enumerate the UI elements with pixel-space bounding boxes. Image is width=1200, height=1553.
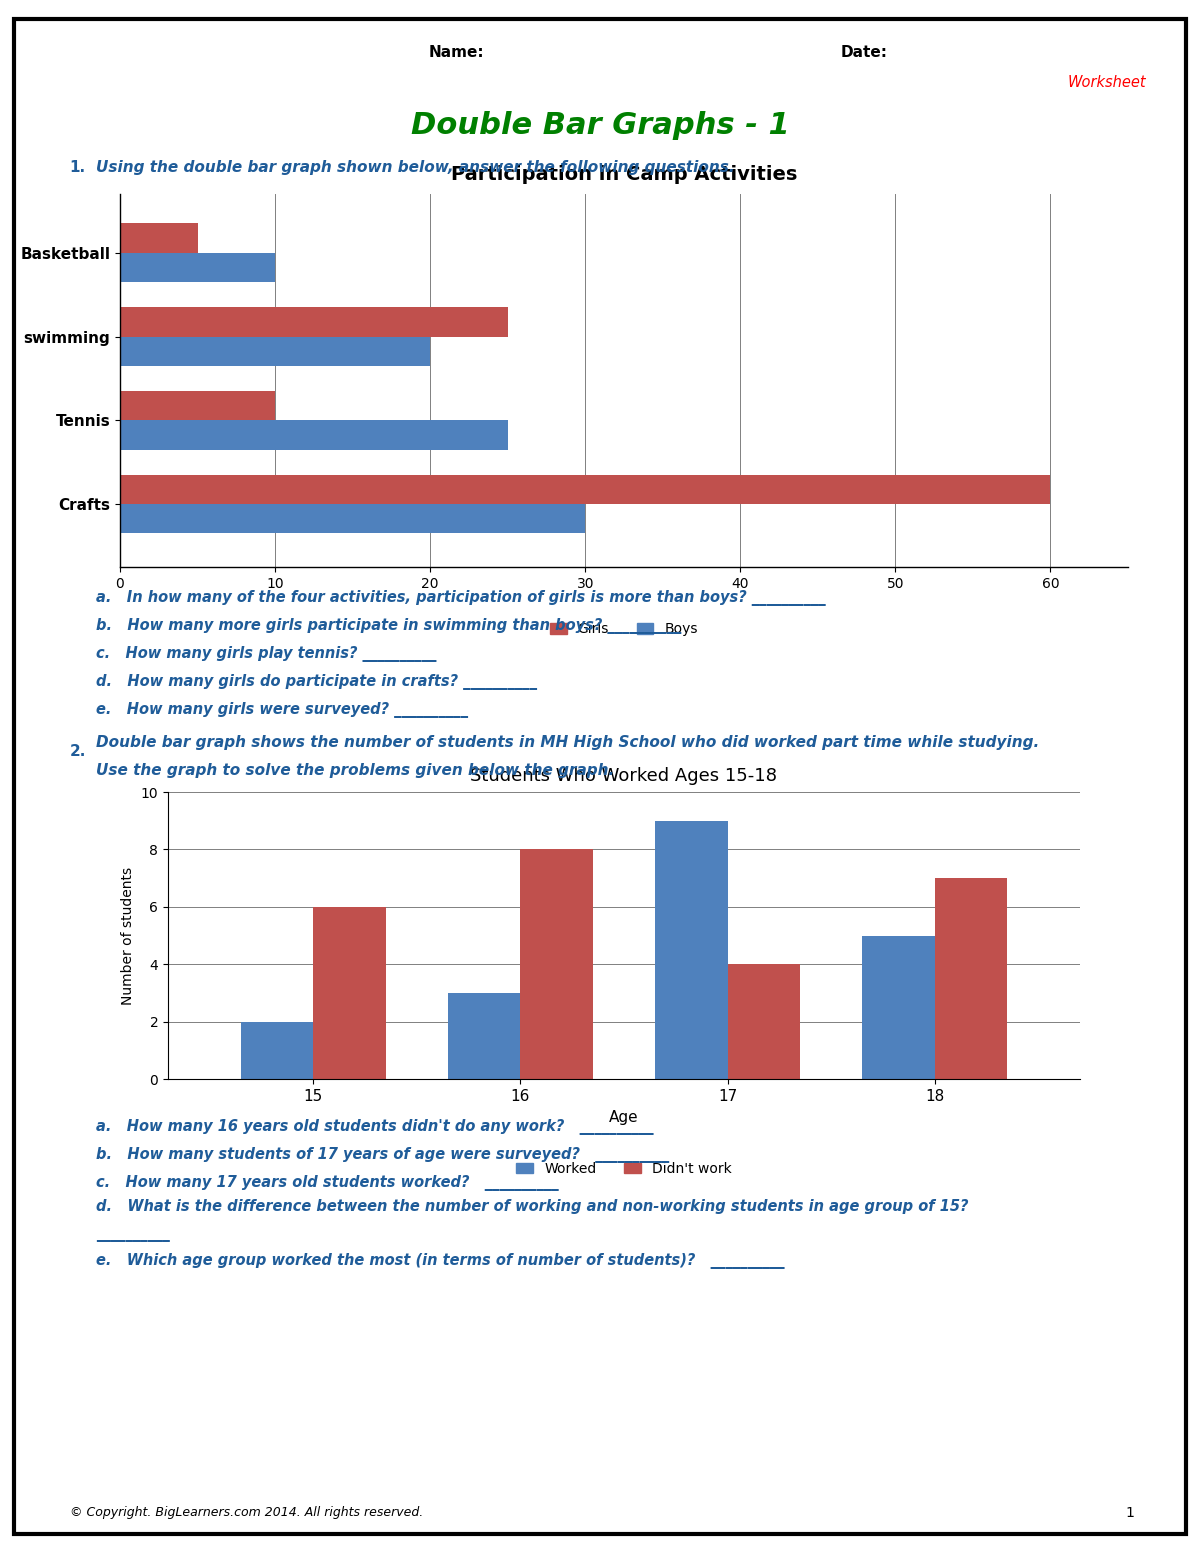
Bar [935, 879, 1008, 1079]
Text: Double bar graph shows the number of students in MH High School who did worked p: Double bar graph shows the number of stu… [96, 735, 1039, 750]
Text: c.   How many girls play tennis? __________: c. How many girls play tennis? _________… [96, 646, 437, 662]
X-axis label: Age: Age [610, 1109, 638, 1124]
Bar [727, 964, 800, 1079]
Text: Worksheet: Worksheet [1067, 75, 1146, 90]
Text: © Copyright. BigLearners.com 2014. All rights reserved.: © Copyright. BigLearners.com 2014. All r… [70, 1506, 422, 1519]
Bar [313, 907, 385, 1079]
Title: Students Who Worked Ages 15-18: Students Who Worked Ages 15-18 [470, 767, 778, 784]
Text: __________: __________ [96, 1227, 169, 1242]
Bar [120, 337, 430, 367]
Text: e.   How many girls were surveyed? __________: e. How many girls were surveyed? _______… [96, 702, 468, 717]
Text: a.   In how many of the four activities, participation of girls is more than boy: a. In how many of the four activities, p… [96, 590, 826, 606]
Text: 1.: 1. [70, 160, 85, 175]
Text: d.   What is the difference between the number of working and non-working studen: d. What is the difference between the nu… [96, 1199, 968, 1214]
Legend: Girls, Boys: Girls, Boys [545, 617, 703, 641]
Text: b.   How many students of 17 years of age were surveyed?   __________: b. How many students of 17 years of age … [96, 1148, 670, 1163]
Bar [448, 994, 521, 1079]
Title: Participation in Camp Activities: Participation in Camp Activities [451, 165, 797, 185]
Text: a.   How many 16 years old students didn't do any work?   __________: a. How many 16 years old students didn't… [96, 1120, 654, 1135]
Bar [120, 475, 1050, 505]
Text: Using the double bar graph shown below, answer the following questions.: Using the double bar graph shown below, … [96, 160, 734, 175]
Text: Name:: Name: [428, 45, 484, 61]
Text: 2.: 2. [70, 744, 86, 759]
Y-axis label: Number of students: Number of students [121, 867, 136, 1005]
Bar [120, 505, 586, 533]
Text: Use the graph to solve the problems given below the graph.: Use the graph to solve the problems give… [96, 763, 614, 778]
Text: b.   How many more girls participate in swimming than boys? __________: b. How many more girls participate in sw… [96, 618, 682, 634]
Text: Double Bar Graphs - 1: Double Bar Graphs - 1 [410, 112, 790, 140]
Text: 1: 1 [1126, 1505, 1134, 1520]
Text: c.   How many 17 years old students worked?   __________: c. How many 17 years old students worked… [96, 1176, 559, 1191]
Text: d.   How many girls do participate in crafts? __________: d. How many girls do participate in craf… [96, 674, 538, 690]
Bar [863, 935, 935, 1079]
Text: Date:: Date: [840, 45, 888, 61]
Bar [120, 421, 508, 449]
Bar [120, 307, 508, 337]
Bar [120, 391, 275, 421]
Text: e.   Which age group worked the most (in terms of number of students)?   _______: e. Which age group worked the most (in t… [96, 1253, 785, 1269]
Bar [120, 253, 275, 283]
Bar [240, 1022, 313, 1079]
Legend: Worked, Didn't work: Worked, Didn't work [511, 1157, 737, 1182]
Bar [120, 224, 198, 253]
Bar [655, 820, 727, 1079]
Bar [521, 849, 593, 1079]
